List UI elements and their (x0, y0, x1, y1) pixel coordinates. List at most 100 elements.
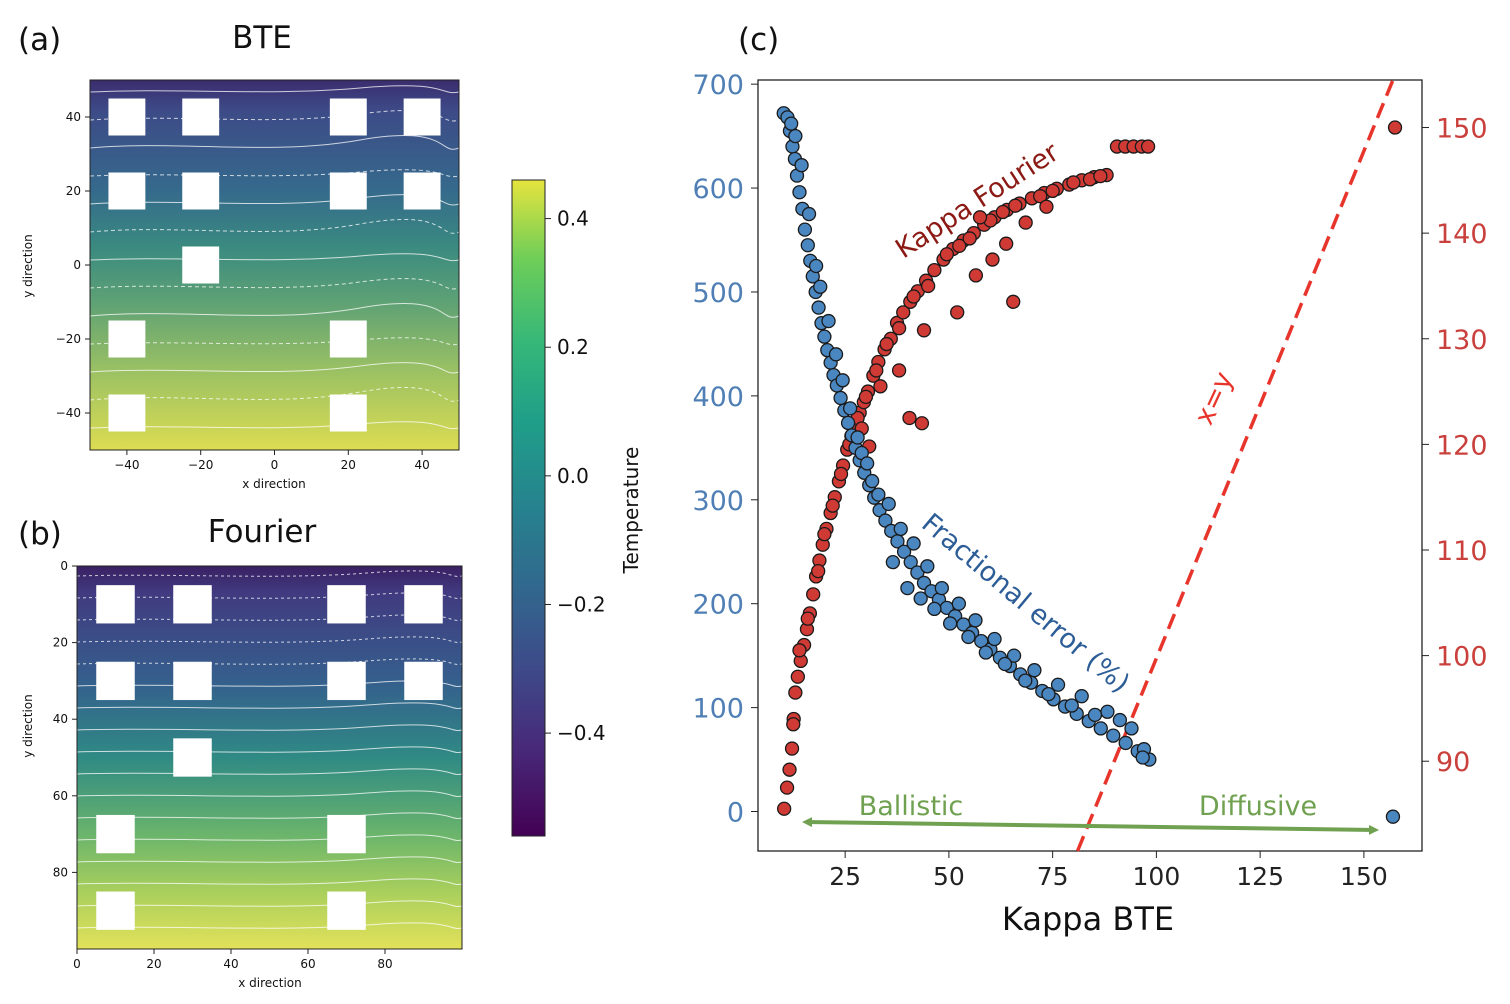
pore (182, 246, 220, 284)
kappa-fourier-point (873, 379, 888, 394)
x-tick-label: 125 (1236, 862, 1284, 891)
kappa-fourier-point (891, 363, 907, 378)
kappa-fourier-point (800, 611, 815, 626)
fractional-error-point (1118, 735, 1133, 751)
contour-line (76, 724, 463, 731)
y-tick-label-left: 700 (692, 70, 744, 101)
pore (403, 172, 441, 210)
panel-a-label: (a) (18, 22, 61, 58)
kappa-fourier-point (825, 498, 840, 513)
x-tick-label: 25 (829, 862, 861, 891)
pore (108, 98, 146, 136)
panel-c-frame (757, 79, 1423, 852)
kappa-fourier-point (927, 262, 942, 278)
pore (403, 98, 441, 136)
kappa-fourier-point (995, 204, 1010, 220)
fractional-error-point (1027, 663, 1042, 678)
fractional-error-point (850, 430, 865, 445)
kappa-fourier-point (916, 323, 932, 338)
fractional-error-point (784, 116, 799, 131)
pore (327, 891, 366, 930)
panel-b-pores (96, 585, 443, 930)
kappa-fourier-point (1045, 183, 1060, 199)
colorbar-tick-label: −0.2 (557, 592, 606, 616)
x-tick-label: −20 (188, 458, 213, 472)
x-tick-label: 80 (377, 957, 392, 971)
contour-line (76, 856, 463, 863)
panel-b-label: (b) (18, 516, 62, 552)
fractional-error-point (900, 580, 915, 596)
y-tick-label-left: 400 (692, 382, 744, 413)
pore (327, 814, 366, 854)
kappa-fourier-point (1039, 199, 1054, 214)
colorbar-tick-label: 0.2 (557, 335, 589, 359)
kappa-fourier-point (968, 268, 984, 283)
pore (329, 98, 367, 136)
pore (108, 172, 146, 210)
colorbar-label: Temperature (619, 447, 643, 575)
fractional-error-point (813, 279, 828, 294)
panel-b-frame (76, 565, 463, 950)
kappa-fourier-point (879, 336, 894, 352)
kappa-fourier-point (1018, 215, 1033, 230)
y-tick-label-right: 130 (1436, 325, 1488, 356)
y-tick-label: −20 (56, 332, 81, 346)
fractional-error-point (842, 401, 858, 416)
fractional-error-point (1106, 728, 1121, 743)
kappa-fourier-point (999, 236, 1014, 251)
kappa-fourier-point (811, 563, 826, 579)
fractional-error-point (871, 487, 886, 502)
fractional-error-point (817, 329, 832, 344)
kappa-fourier-point (784, 741, 800, 756)
contour-line (76, 570, 463, 577)
colorbar-ticks: 0.4 0.2 0.0 −0.2 −0.4 (545, 207, 606, 745)
contour-line (89, 303, 460, 318)
x-tick-label: 0 (73, 957, 81, 971)
x-tick-label: 20 (341, 458, 356, 472)
kappa-fourier-point (891, 321, 907, 336)
panel-c-label: (c) (738, 22, 779, 58)
contour-line (76, 636, 463, 643)
y-tick-label: 0 (60, 559, 68, 573)
panel-b-yticks: 0 20 40 60 80 (53, 559, 77, 879)
kappa-fourier-point (1008, 198, 1023, 213)
y-tick-label: 0 (73, 258, 81, 272)
fractional-error-point (1018, 673, 1033, 688)
pore (327, 585, 366, 624)
fractional-error-point (1112, 712, 1128, 728)
fractional-error-point (828, 347, 844, 362)
x-tick-label: 75 (1037, 862, 1069, 891)
pore (96, 891, 135, 930)
fractional-error-point (859, 456, 875, 471)
fractional-error-point (1093, 721, 1108, 736)
fractional-error-point (885, 554, 901, 570)
y-tick-label: 40 (66, 110, 81, 124)
panel-b-title: Fourier (208, 514, 317, 550)
contour-line (89, 85, 460, 94)
kappa-fourier-point (962, 231, 977, 246)
kappa-fourier-point (779, 780, 795, 795)
fractional-error-point (797, 222, 813, 237)
kappa-fourier-point (902, 410, 917, 426)
panel-a-field (90, 80, 459, 450)
panel-a-yticks: 40 20 0 −20 −40 (56, 110, 90, 420)
fractional-error-point (987, 631, 1002, 647)
xy-reference-line (1075, 79, 1395, 852)
fractional-error-point (811, 300, 826, 315)
panel-c-xlabel: Kappa BTE (1002, 900, 1174, 938)
kappa-fourier-point (1006, 294, 1021, 309)
fractional-error-point (920, 559, 935, 574)
fractional-error-point (881, 496, 896, 512)
panel-a: −40 −20 0 20 40 40 20 0 −20 −40 x direction y di… (21, 79, 460, 491)
kappa-fourier-point (985, 252, 1000, 267)
pore (108, 394, 146, 432)
fractional-error-point (794, 158, 809, 173)
x-tick-label: 60 (300, 957, 315, 971)
y-tick-label-left: 500 (692, 278, 744, 309)
panel-c-yticks-right: 90 100 110 120 130 140 150 (1422, 114, 1488, 778)
fractional-error-point (927, 601, 942, 617)
fractional-error-point (961, 629, 976, 645)
fractional-error-point (896, 544, 912, 559)
y-tick-label-right: 90 (1436, 747, 1470, 778)
y-tick-label: 40 (53, 712, 68, 726)
